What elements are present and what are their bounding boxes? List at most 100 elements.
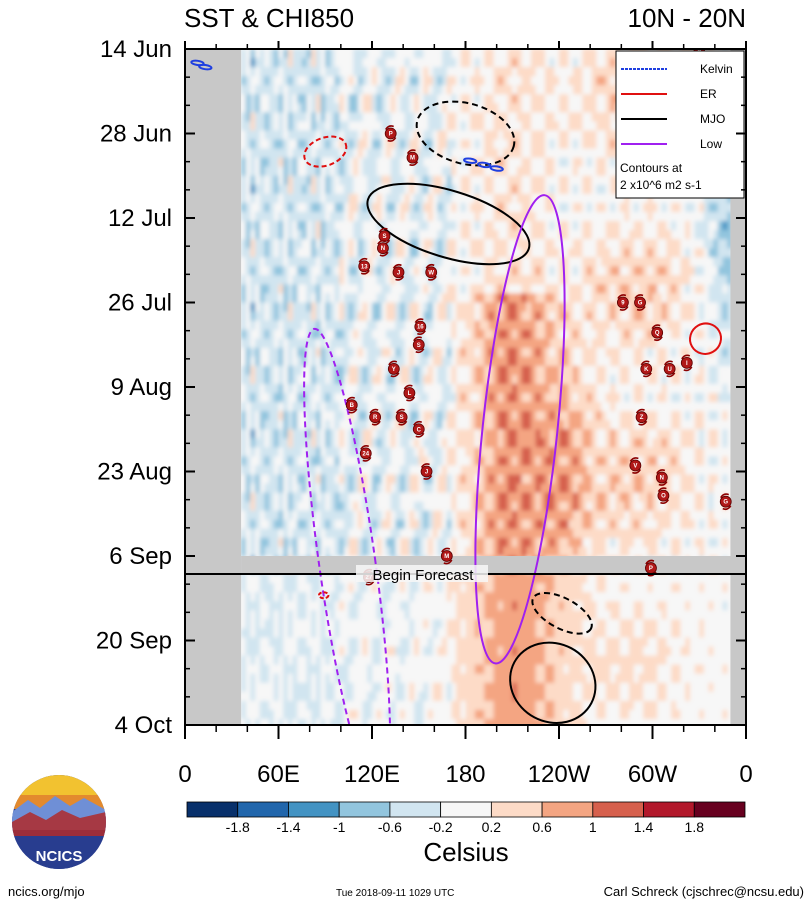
sst-cell [516, 202, 523, 213]
sst-cell [376, 338, 382, 349]
sst-cell [446, 284, 453, 295]
sst-cell [390, 320, 396, 331]
sst-cell [376, 456, 382, 467]
sst-cell [348, 184, 354, 195]
sst-cell [255, 148, 261, 159]
sst-cell [255, 230, 261, 240]
sst-cell [381, 166, 387, 177]
sst-cell [320, 212, 326, 222]
sst-cell [250, 456, 256, 467]
sst-cell [409, 94, 415, 104]
sst-cell [717, 447, 724, 458]
sst-cell [577, 130, 583, 141]
sst-cell [591, 465, 597, 476]
sst-cell [306, 420, 312, 430]
sst-cell [577, 311, 583, 322]
sst-cell [259, 130, 266, 141]
sst-cell [689, 202, 696, 213]
sst-cell [563, 193, 569, 204]
sst-cell [549, 112, 555, 123]
sst-cell [657, 230, 663, 240]
sst-cell [675, 329, 682, 340]
sst-cell [615, 266, 621, 276]
sst-cell [474, 67, 481, 77]
sst-cell [395, 148, 401, 159]
sst-cell [339, 221, 345, 231]
sst-cell [685, 202, 691, 213]
sst-cell [474, 420, 481, 430]
sst-cell [531, 202, 537, 213]
sst-cell [362, 67, 368, 77]
sst-cell [493, 456, 499, 467]
sst-cell [255, 49, 261, 59]
sst-cell [372, 384, 378, 394]
sst-cell [531, 58, 537, 68]
sst-cell [633, 266, 640, 276]
sst-cell [633, 193, 640, 204]
sst-cell [306, 402, 312, 412]
sst-cell [358, 166, 364, 177]
sst-cell [348, 320, 354, 331]
sst-cell [343, 393, 350, 403]
sst-cell [428, 393, 434, 403]
sst-cell [343, 166, 350, 177]
sst-cell [386, 239, 392, 249]
sst-cell [400, 239, 406, 249]
sst-cell [245, 121, 252, 132]
sst-cell [675, 257, 682, 267]
sst-cell [456, 175, 462, 186]
sst-cell [666, 347, 672, 358]
sst-cell [545, 311, 551, 322]
sst-cell [680, 212, 686, 222]
sst-cell [675, 293, 682, 304]
sst-cell [568, 175, 574, 186]
sst-cell [493, 248, 499, 258]
sst-cell [694, 212, 700, 222]
sst-cell [292, 221, 298, 231]
sst-cell [484, 139, 490, 150]
sst-cell [428, 221, 434, 231]
sst-cell [437, 49, 443, 59]
sst-cell [474, 175, 481, 186]
sst-cell [250, 248, 256, 258]
sst-cell [358, 202, 364, 213]
sst-cell [689, 429, 696, 439]
sst-cell [713, 374, 719, 385]
sst-cell [549, 365, 555, 376]
sst-cell [671, 347, 677, 358]
sst-cell [409, 58, 415, 68]
sst-cell [456, 257, 462, 267]
sst-cell [358, 365, 364, 376]
sst-cell [451, 447, 457, 458]
sst-cell [521, 438, 527, 448]
sst-cell [554, 139, 560, 150]
sst-cell [460, 465, 467, 476]
sst-cell [624, 212, 630, 222]
sst-cell [343, 384, 350, 394]
sst-cell [456, 474, 462, 485]
sst-cell [283, 202, 289, 213]
sst-cell [339, 456, 345, 467]
sst-cell [460, 365, 467, 376]
sst-cell [549, 257, 555, 267]
sst-cell [259, 239, 266, 249]
sst-cell [343, 420, 350, 430]
sst-cell [456, 365, 462, 376]
sst-cell [652, 356, 658, 367]
sst-cell [488, 456, 495, 467]
sst-cell [587, 293, 593, 304]
sst-cell [250, 67, 256, 77]
sst-cell [498, 356, 504, 367]
sst-cell [708, 338, 714, 349]
sst-cell [516, 130, 523, 141]
sst-cell [596, 329, 602, 340]
sst-cell [278, 266, 284, 276]
sst-cell [647, 374, 654, 385]
sst-cell [245, 438, 252, 448]
sst-cell [269, 429, 275, 439]
sst-cell [615, 420, 621, 430]
sst-cell [619, 356, 626, 367]
sst-cell [367, 103, 373, 113]
sst-cell [559, 248, 565, 258]
sst-cell [488, 420, 495, 430]
